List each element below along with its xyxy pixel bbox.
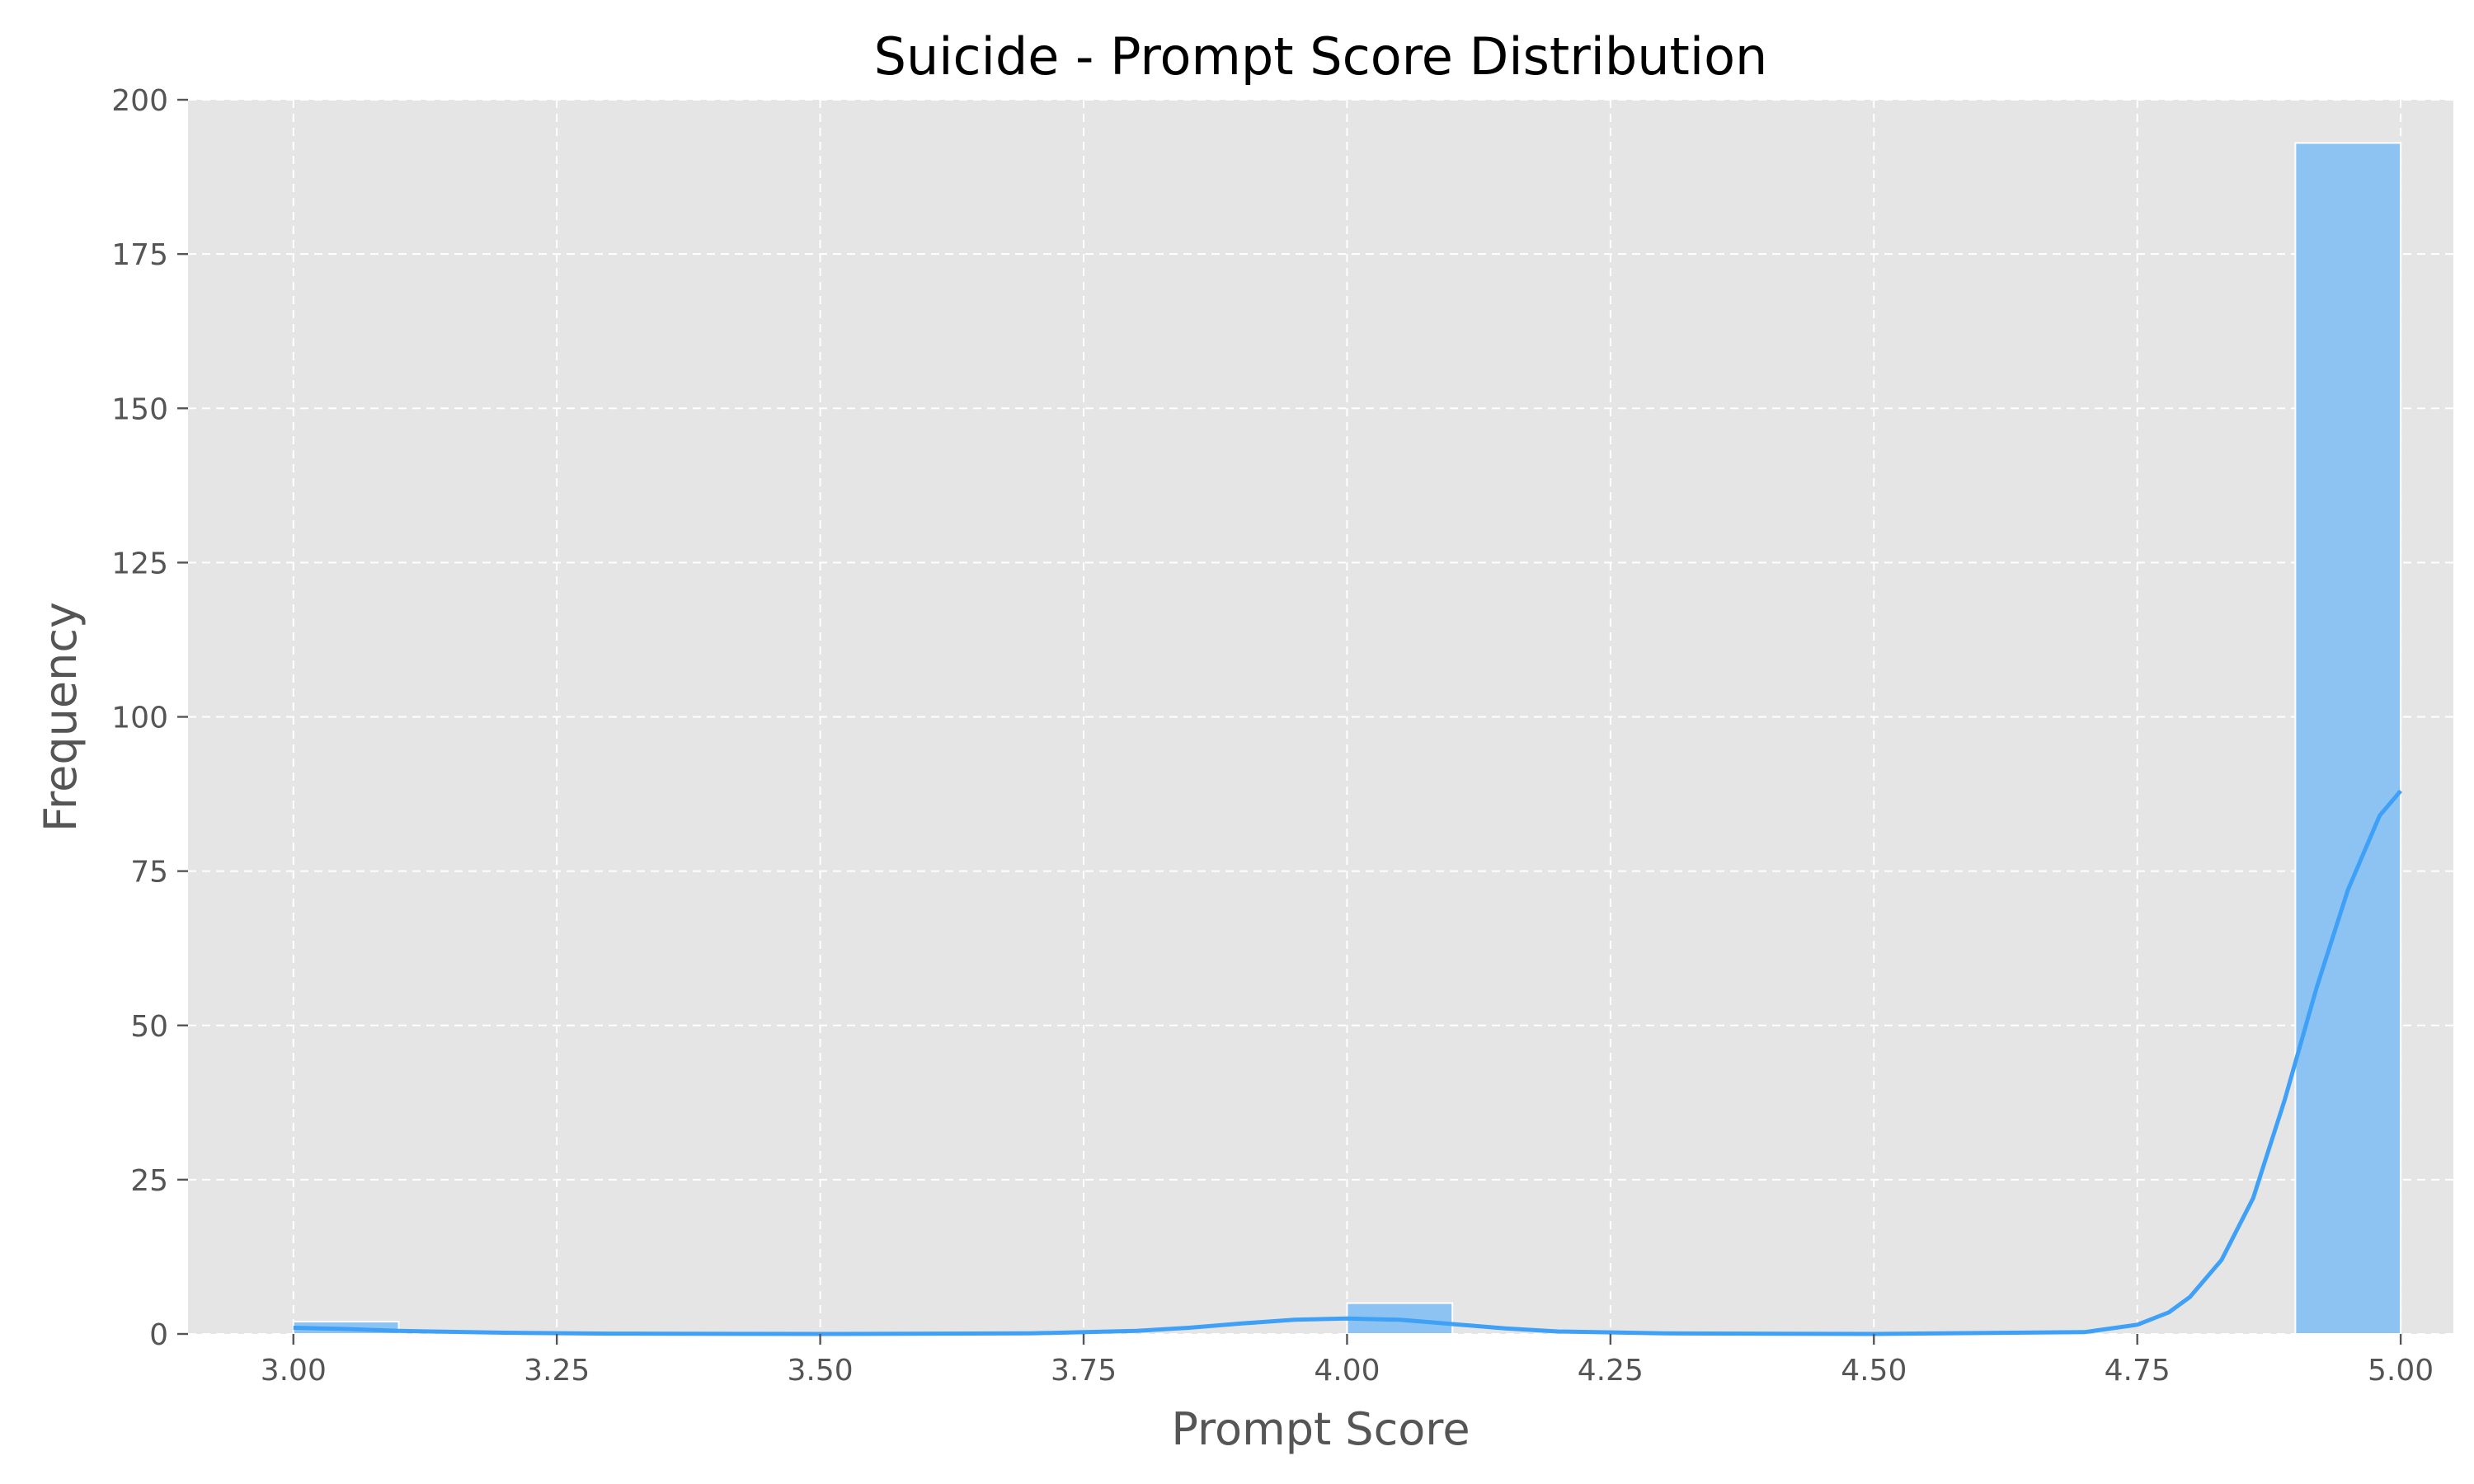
x-axis: 3.00 3.25 3.50 3.75 4.00 4.25 4.50 4.75 5.00	[261, 1334, 2434, 1388]
y-tick-label: 150	[111, 392, 168, 426]
histogram-bar	[2294, 142, 2402, 1335]
x-axis-label: Prompt Score	[1171, 1403, 1470, 1455]
x-tick-label: 4.25	[1578, 1354, 1644, 1388]
y-tick-label: 100	[111, 702, 168, 735]
plot-area	[188, 100, 2453, 1334]
kde-curve	[293, 789, 2403, 1336]
x-tick-label: 3.50	[788, 1354, 854, 1388]
x-tick-label: 5.00	[2368, 1354, 2434, 1388]
y-tick-label: 175	[111, 238, 168, 272]
y-axis: 0 25 50 75 100 125 150 175 200	[111, 84, 188, 1352]
y-tick-label: 125	[111, 547, 168, 580]
x-tick-label: 4.75	[2105, 1354, 2171, 1388]
y-axis-label: Frequency	[35, 602, 87, 832]
y-tick-label: 25	[130, 1164, 168, 1198]
y-tick-label: 0	[149, 1318, 168, 1352]
y-tick-label: 75	[130, 856, 168, 890]
chart-title: Suicide - Prompt Score Distribution	[874, 26, 1768, 87]
y-tick-label: 200	[111, 84, 168, 118]
y-tick-label: 50	[130, 1010, 168, 1044]
x-tick-label: 3.25	[524, 1354, 590, 1388]
x-tick-label: 3.00	[261, 1354, 327, 1388]
x-tick-label: 3.75	[1051, 1354, 1117, 1388]
x-tick-label: 4.50	[1841, 1354, 1907, 1388]
x-tick-label: 4.00	[1314, 1354, 1380, 1388]
